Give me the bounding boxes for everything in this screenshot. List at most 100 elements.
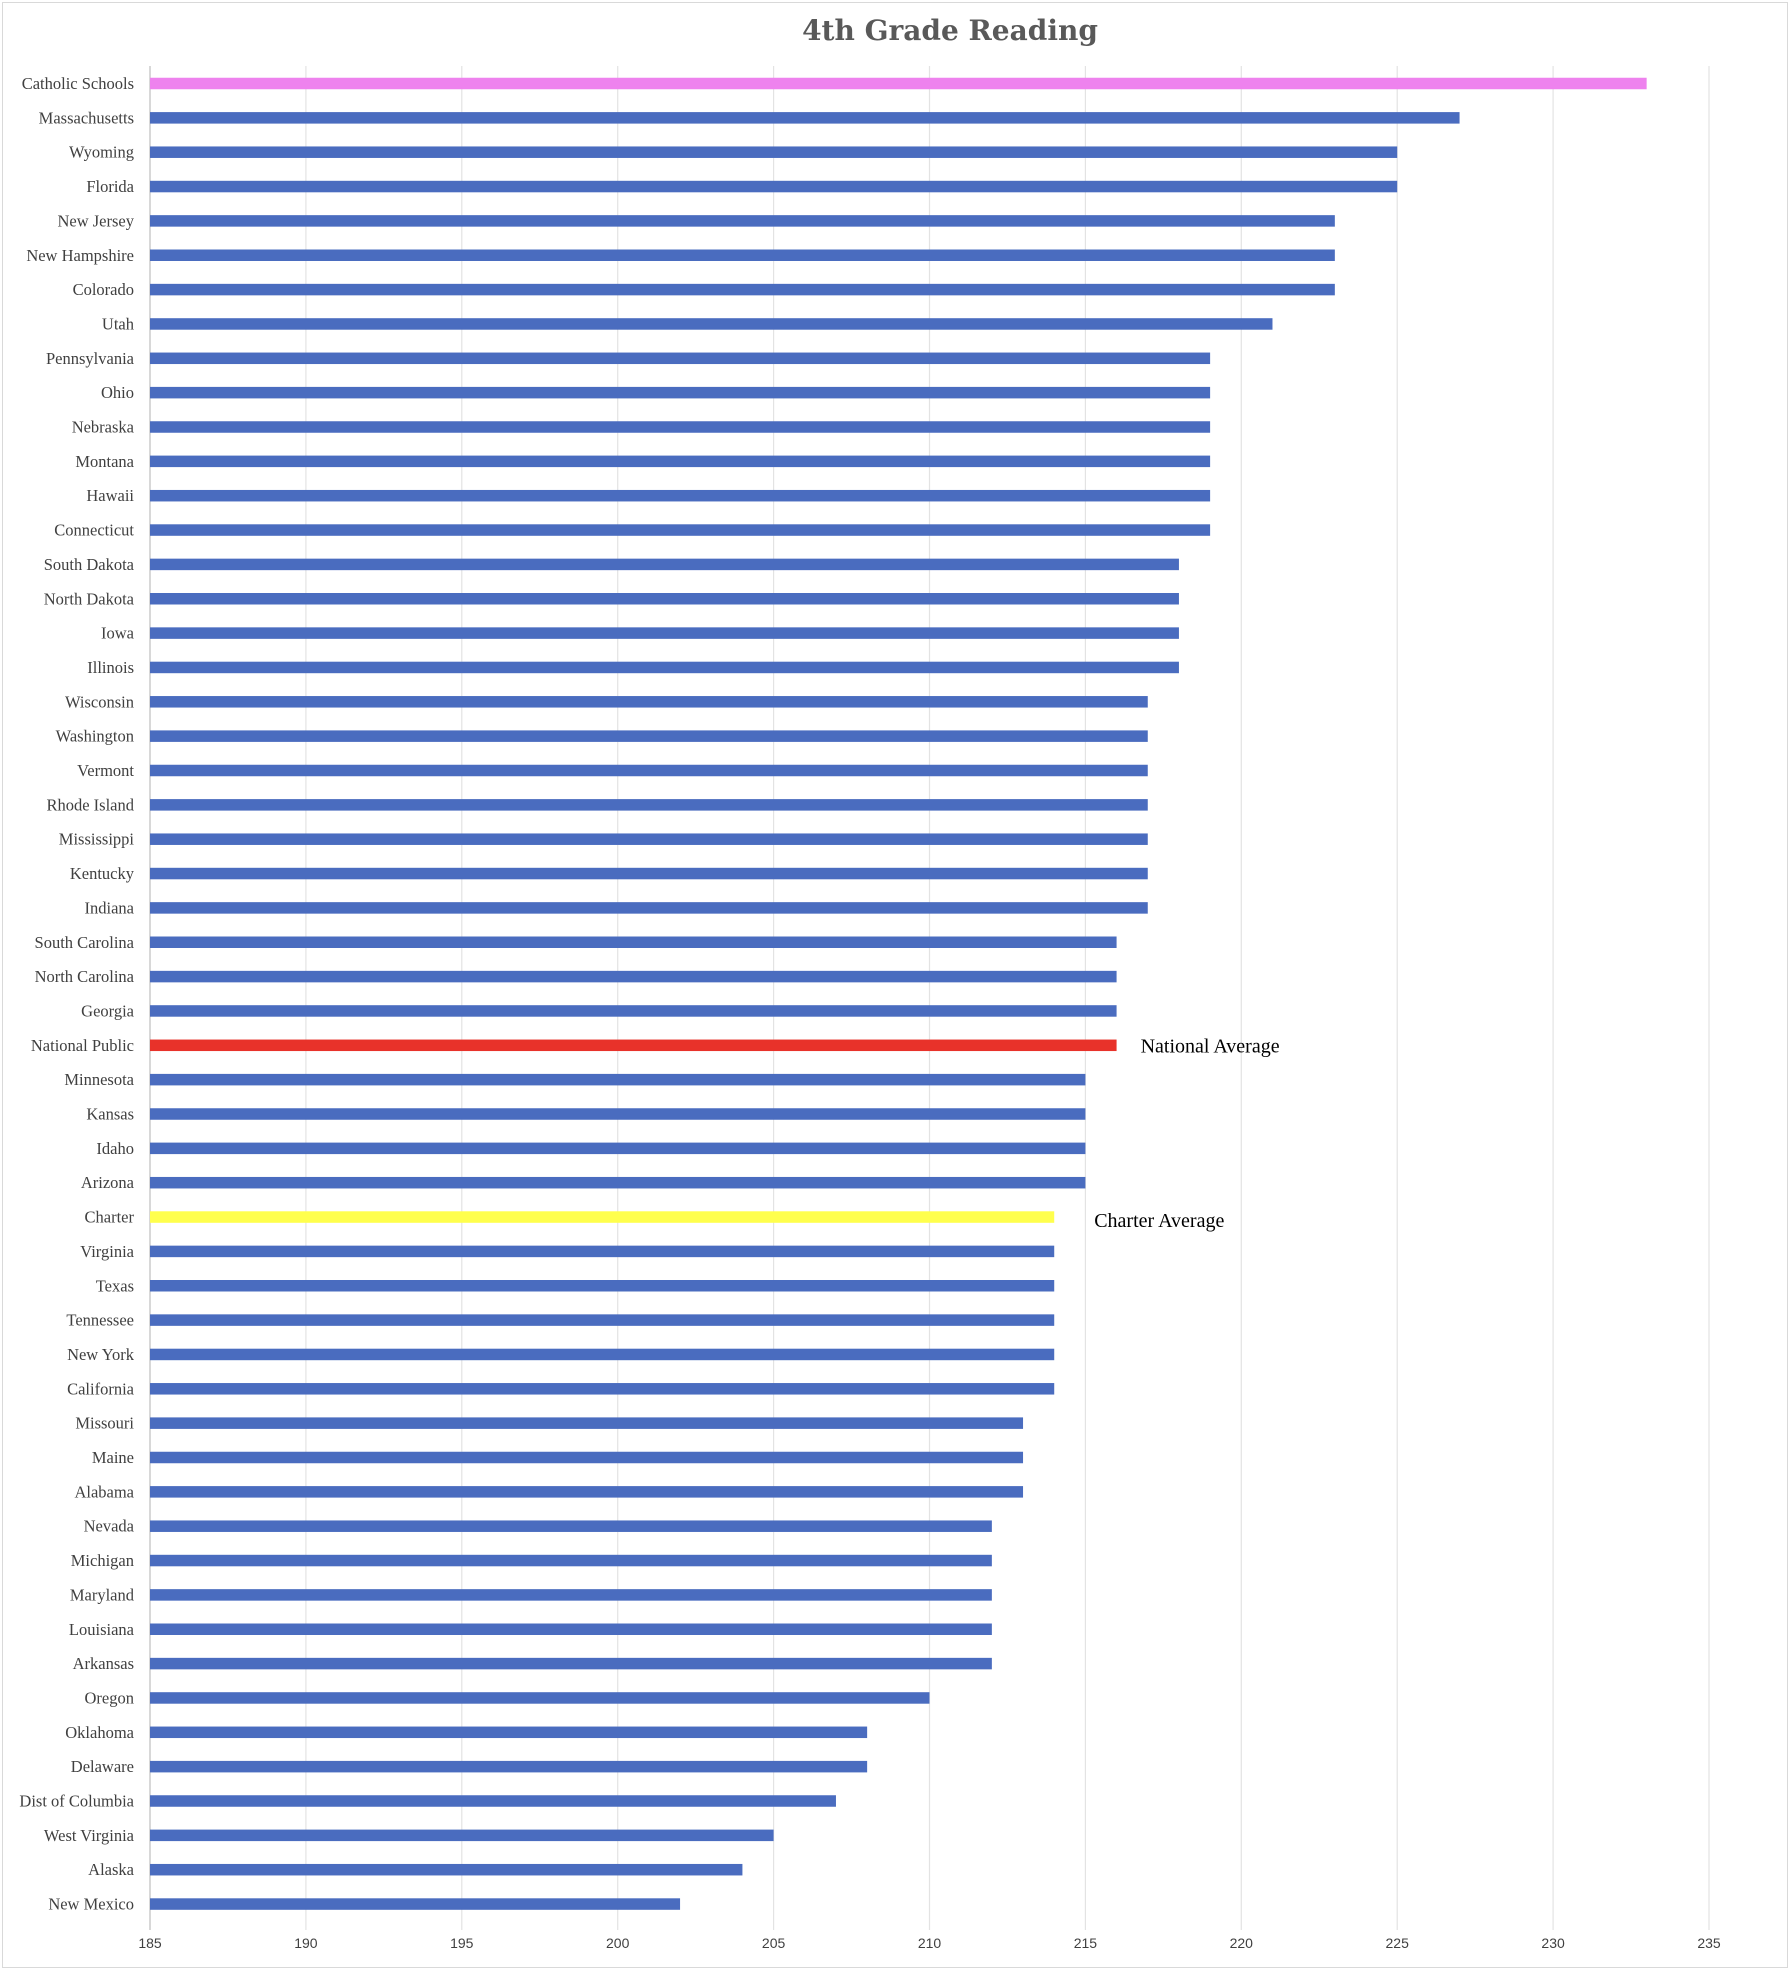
category-label-minnesota: Minnesota xyxy=(64,1070,134,1089)
bar-illinois xyxy=(150,661,1179,674)
category-label-nebraska: Nebraska xyxy=(72,418,135,437)
bar-south-carolina xyxy=(150,936,1117,948)
bar-catholic-schools xyxy=(150,77,1647,90)
category-label-maryland: Maryland xyxy=(70,1585,135,1604)
x-tick-label-205: 205 xyxy=(762,1935,786,1951)
bar-mississippi xyxy=(150,833,1148,845)
category-label-idaho: Idaho xyxy=(96,1139,134,1158)
category-label-charter: Charter xyxy=(85,1208,135,1227)
annotations: National Average Charter Average xyxy=(1094,1035,1279,1232)
bar-maryland xyxy=(150,1589,992,1601)
bar-idaho xyxy=(150,1142,1086,1155)
category-label-dist-of-columbia: Dist of Columbia xyxy=(19,1792,134,1811)
bars xyxy=(150,77,1647,1910)
bar-arizona xyxy=(150,1176,1086,1189)
bar-minnesota xyxy=(150,1073,1086,1086)
category-label-wisconsin: Wisconsin xyxy=(65,692,134,711)
bar-west-virginia xyxy=(150,1829,774,1842)
x-tick-label-200: 200 xyxy=(606,1935,630,1951)
category-label-arkansas: Arkansas xyxy=(73,1654,134,1673)
category-label-hawaii: Hawaii xyxy=(86,486,134,505)
bar-vermont xyxy=(150,764,1148,777)
bar-utah xyxy=(150,318,1273,330)
bar-dist-of-columbia xyxy=(150,1795,836,1807)
x-tick-label-185: 185 xyxy=(138,1935,162,1951)
bar-wisconsin xyxy=(150,696,1148,708)
bar-maine xyxy=(150,1451,1024,1464)
bar-ohio xyxy=(150,386,1211,399)
category-label-nevada: Nevada xyxy=(84,1517,135,1536)
bar-wyoming xyxy=(150,146,1398,158)
bar-nevada xyxy=(150,1520,992,1532)
category-label-north-dakota: North Dakota xyxy=(44,589,135,608)
bar-louisiana xyxy=(150,1623,992,1635)
category-label-west-virginia: West Virginia xyxy=(44,1826,135,1845)
chart-title: 4th Grade Reading xyxy=(802,14,1098,47)
bar-alabama xyxy=(150,1486,1024,1498)
category-label-new-jersey: New Jersey xyxy=(57,211,134,230)
bar-hawaii xyxy=(150,489,1211,502)
bar-california xyxy=(150,1383,1055,1395)
bar-south-dakota xyxy=(150,558,1179,571)
bar-colorado xyxy=(150,283,1335,296)
category-label-arizona: Arizona xyxy=(81,1173,135,1192)
category-label-national-public: National Public xyxy=(31,1036,134,1055)
bar-new-hampshire xyxy=(150,249,1335,261)
bar-michigan xyxy=(150,1554,992,1567)
bar-delaware xyxy=(150,1760,868,1773)
annotation-national-average: National Average xyxy=(1141,1035,1280,1057)
category-label-maine: Maine xyxy=(92,1448,134,1467)
category-label-pennsylvania: Pennsylvania xyxy=(46,349,135,368)
bar-oklahoma xyxy=(150,1726,868,1739)
bar-texas xyxy=(150,1280,1055,1292)
x-tick-label-235: 235 xyxy=(1697,1935,1721,1951)
category-label-new-york: New York xyxy=(67,1345,135,1364)
category-label-oklahoma: Oklahoma xyxy=(65,1723,134,1742)
category-label-utah: Utah xyxy=(102,314,135,333)
bar-alaska xyxy=(150,1863,743,1876)
category-label-south-dakota: South Dakota xyxy=(44,555,135,574)
annotation-charter-average: Charter Average xyxy=(1094,1210,1224,1232)
category-label-michigan: Michigan xyxy=(71,1551,134,1570)
category-label-ohio: Ohio xyxy=(101,383,134,402)
bar-washington xyxy=(150,730,1148,742)
category-label-mississippi: Mississippi xyxy=(59,830,135,849)
category-label-missouri: Missouri xyxy=(75,1414,134,1433)
category-label-catholic-schools: Catholic Schools xyxy=(22,74,134,93)
bar-tennessee xyxy=(150,1314,1055,1326)
bar-iowa xyxy=(150,627,1179,639)
x-tick-label-215: 215 xyxy=(1074,1935,1098,1951)
x-tick-label-210: 210 xyxy=(918,1935,942,1951)
x-tick-label-220: 220 xyxy=(1230,1935,1254,1951)
bar-arkansas xyxy=(150,1657,992,1670)
x-tick-label-195: 195 xyxy=(450,1935,474,1951)
bar-kentucky xyxy=(150,867,1148,880)
category-labels: Catholic Schools Massachusetts Wyoming Flor… xyxy=(19,74,134,1914)
bar-national-public xyxy=(150,1039,1117,1052)
category-label-louisiana: Louisiana xyxy=(69,1620,135,1639)
category-label-south-carolina: South Carolina xyxy=(35,933,135,952)
category-label-north-carolina: North Carolina xyxy=(35,967,135,986)
category-label-georgia: Georgia xyxy=(81,1001,135,1020)
category-label-wyoming: Wyoming xyxy=(69,143,134,162)
gridlines xyxy=(149,66,1710,1930)
bar-north-carolina xyxy=(150,970,1117,983)
bar-georgia xyxy=(150,1005,1117,1017)
category-label-florida: Florida xyxy=(86,177,134,196)
bar-massachusetts xyxy=(150,112,1460,124)
category-label-texas: Texas xyxy=(96,1276,134,1295)
category-label-connecticut: Connecticut xyxy=(54,521,134,540)
x-tick-label-190: 190 xyxy=(294,1935,318,1951)
category-label-alabama: Alabama xyxy=(74,1482,134,1501)
category-label-rhode-island: Rhode Island xyxy=(46,795,134,814)
bar-indiana xyxy=(150,902,1148,914)
category-label-vermont: Vermont xyxy=(77,761,134,780)
bar-nebraska xyxy=(150,421,1211,433)
category-label-kansas: Kansas xyxy=(86,1105,134,1124)
x-tick-label-225: 225 xyxy=(1386,1935,1410,1951)
category-label-virginia: Virginia xyxy=(80,1242,134,1261)
bar-new-mexico xyxy=(150,1898,681,1910)
category-label-tennessee: Tennessee xyxy=(66,1311,134,1330)
bar-florida xyxy=(150,180,1398,193)
